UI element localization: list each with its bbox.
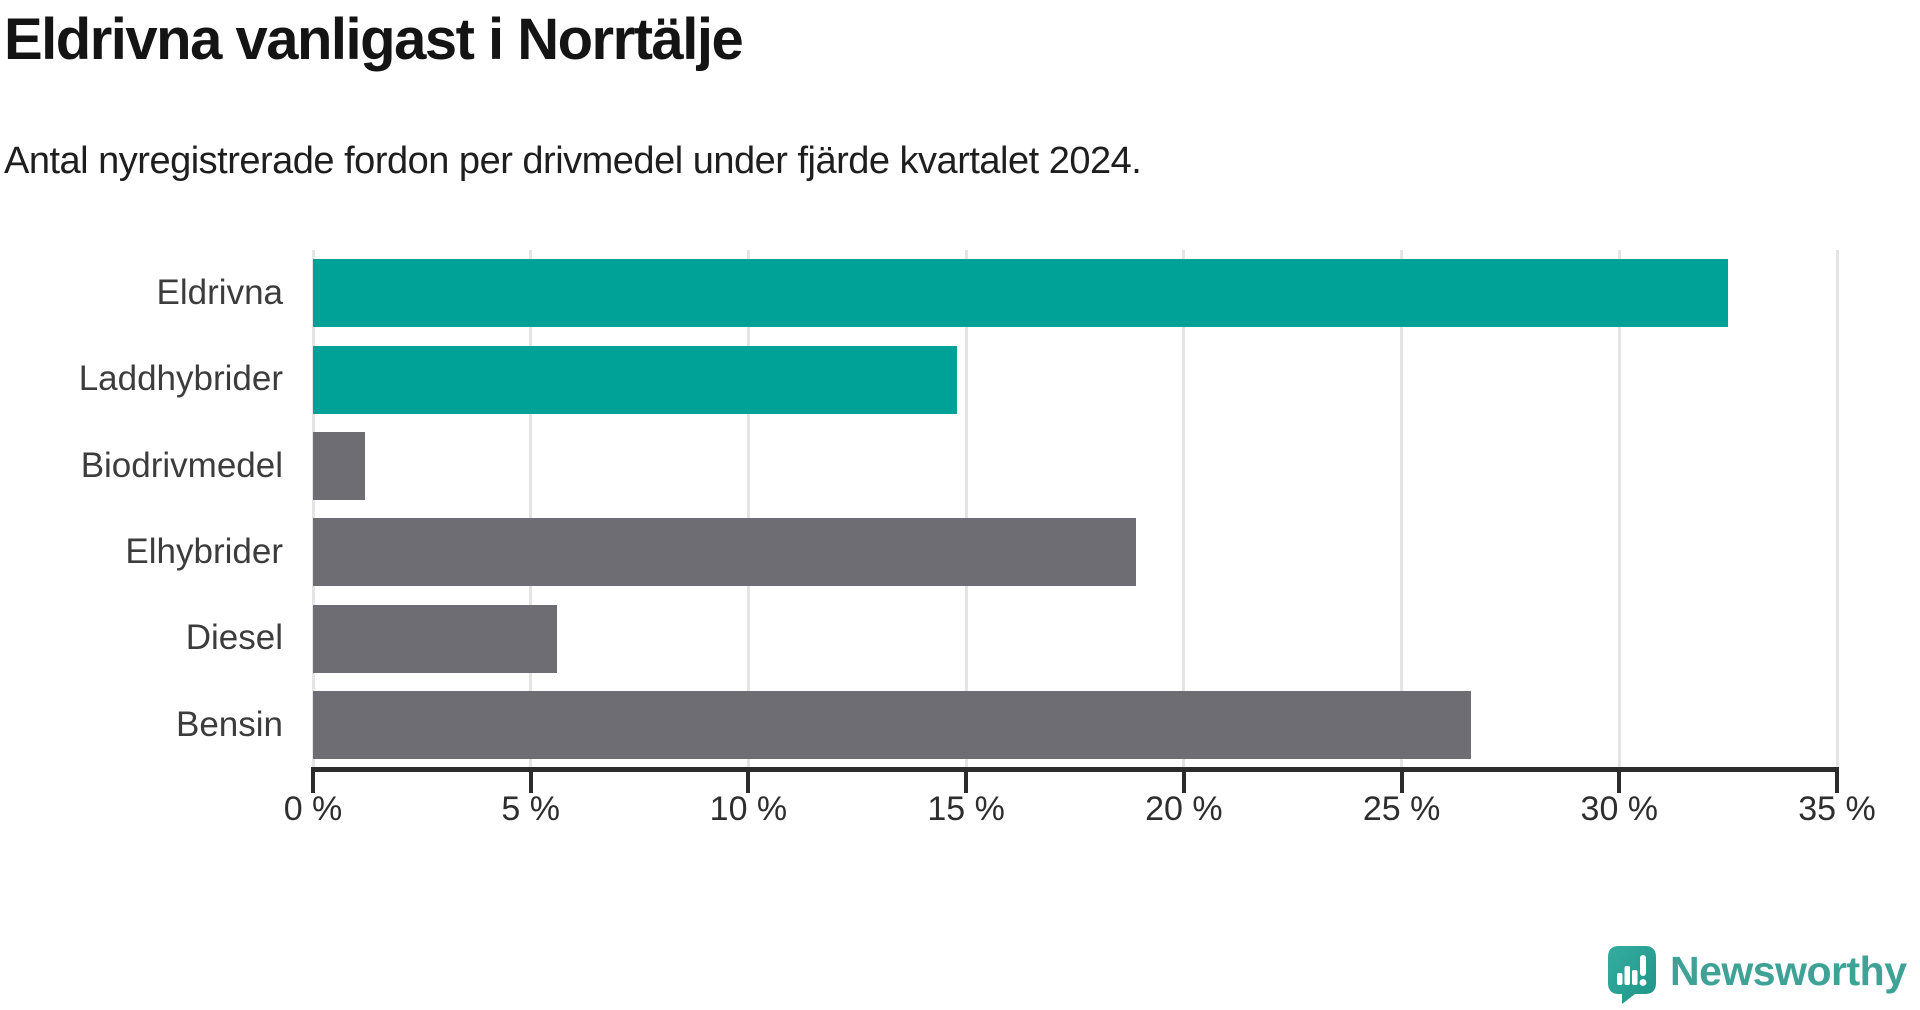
- x-tick: [311, 767, 315, 793]
- category-label: Elhybrider: [125, 532, 283, 572]
- gridline: [964, 250, 968, 768]
- x-tick: [1181, 767, 1186, 793]
- gridline: [1400, 250, 1404, 768]
- x-tick-label: 0 %: [283, 790, 343, 828]
- x-tick-label: 10 %: [709, 790, 788, 828]
- chart-subtitle: Antal nyregistrerade fordon per drivmede…: [4, 140, 1142, 182]
- x-tick: [528, 767, 533, 793]
- gridline: [746, 250, 750, 768]
- category-label: Bensin: [175, 704, 283, 744]
- x-tick: [964, 767, 969, 793]
- x-tick-label: 35 %: [1798, 790, 1876, 828]
- x-tick: [1617, 767, 1622, 793]
- bar-bensin: [313, 690, 1472, 759]
- gridline: [529, 250, 533, 768]
- category-label: Biodrivmedel: [80, 445, 283, 485]
- x-axis-line: [311, 767, 1839, 772]
- category-label: Diesel: [185, 618, 283, 658]
- x-tick: [746, 767, 751, 793]
- x-tick-label: 5 %: [501, 790, 560, 828]
- category-label: Eldrivna: [156, 273, 283, 313]
- gridline: [1182, 250, 1186, 768]
- x-tick-label: 20 %: [1145, 790, 1223, 828]
- bar-eldrivna: [313, 259, 1729, 328]
- x-tick-label: 30 %: [1580, 790, 1659, 828]
- gridline: [1617, 250, 1621, 768]
- bar-laddhybrider: [313, 345, 958, 414]
- gridline: [311, 250, 315, 768]
- newsworthy-logo: Newsworthy: [1608, 946, 1907, 1004]
- x-tick: [1835, 767, 1839, 793]
- x-tick-label: 15 %: [927, 790, 1005, 828]
- bar-elhybrider: [313, 518, 1136, 587]
- bar-diesel: [313, 604, 557, 673]
- x-tick: [1399, 767, 1404, 793]
- category-label: Laddhybrider: [78, 359, 283, 399]
- bar-biodrivmedel: [313, 431, 366, 500]
- chart-header: Eldrivna vanligast i Norrtälje Antal nyr…: [4, 0, 1904, 182]
- plot-area: [311, 250, 1839, 768]
- page-title: Eldrivna vanligast i Norrtälje: [4, 7, 744, 72]
- newsworthy-logo-icon: [1608, 946, 1656, 1004]
- x-tick-label: 25 %: [1362, 790, 1441, 828]
- gridline: [1835, 250, 1839, 768]
- newsworthy-wordmark: Newsworthy: [1670, 948, 1907, 994]
